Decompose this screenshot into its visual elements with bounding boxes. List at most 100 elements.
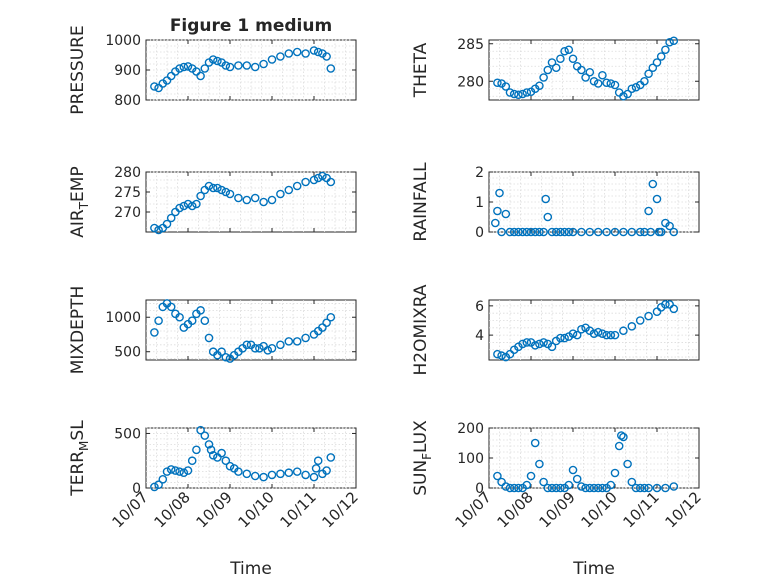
data-point [568, 465, 578, 475]
panel-air-temp: 270 275 280 AIRTEMP [68, 165, 357, 238]
y-tick-label: 275 [114, 185, 141, 201]
data-point [292, 47, 302, 57]
data-point [617, 431, 626, 440]
y-axis-label: MIXDEPTH [68, 286, 88, 375]
data-point [610, 330, 620, 340]
data-point [560, 46, 569, 56]
data-point [669, 227, 679, 237]
data-point [585, 483, 595, 493]
data-point [309, 472, 319, 482]
data-point [623, 89, 632, 99]
data-point [593, 79, 603, 88]
data-point [514, 483, 523, 493]
panel-theta: 280 285 THETA [411, 36, 700, 101]
y-tick-label: 500 [114, 345, 141, 361]
data-point [505, 483, 515, 493]
data-point [635, 316, 645, 325]
x-tick-label: 10/09 [536, 488, 579, 531]
data-point [669, 482, 679, 491]
data-point [551, 63, 561, 73]
data-point [539, 73, 548, 82]
data-point [564, 45, 574, 55]
data-point [204, 333, 214, 343]
data-point [495, 188, 504, 198]
data-point [627, 84, 637, 94]
data-point [192, 199, 201, 209]
data-point [490, 218, 500, 228]
data-point [187, 456, 197, 466]
data-point [313, 456, 323, 466]
data-point [175, 312, 184, 322]
data-point [284, 468, 294, 478]
data-point [497, 227, 506, 237]
data-point [322, 466, 331, 475]
data-point [196, 425, 205, 435]
y-tick-label: 900 [114, 63, 141, 79]
data-point [200, 431, 210, 440]
data-point [221, 61, 231, 70]
data-point [259, 472, 268, 482]
data-point [652, 194, 662, 204]
data-point [242, 340, 252, 350]
data-point [581, 483, 590, 493]
data-point [644, 483, 653, 493]
data-point [183, 199, 193, 209]
data-point [326, 177, 336, 187]
data-point [547, 483, 557, 493]
data-point [267, 470, 277, 480]
data-point [154, 225, 163, 235]
data-point [318, 171, 327, 181]
data-point [556, 227, 565, 237]
data-point [221, 456, 231, 466]
data-point [234, 61, 243, 70]
data-point [250, 62, 260, 72]
data-point [610, 80, 620, 90]
x-tick-label: 10/07 [109, 488, 152, 531]
y-tick-label: 1000 [105, 33, 141, 49]
data-point [204, 440, 214, 449]
data-point [598, 483, 607, 493]
data-point [564, 480, 574, 490]
data-point [644, 311, 653, 321]
data-point [526, 471, 536, 481]
data-point [276, 469, 285, 479]
data-point [589, 76, 599, 86]
data-point [301, 333, 310, 343]
data-point [171, 466, 180, 475]
data-point [522, 227, 532, 237]
data-point [602, 330, 611, 340]
data-point [497, 351, 506, 360]
data-point [577, 324, 586, 334]
data-point [669, 36, 679, 46]
data-point [547, 227, 557, 237]
data-point [539, 227, 548, 237]
data-point [602, 227, 611, 237]
data-point [326, 312, 336, 322]
data-point [292, 467, 302, 476]
data-point [606, 480, 616, 490]
data-point [259, 197, 268, 207]
data-point [242, 469, 252, 479]
data-point [541, 194, 551, 204]
y-axis-label: RAINFALL [411, 162, 431, 242]
data-point [661, 300, 670, 309]
data-point [551, 227, 561, 237]
data-point [556, 54, 565, 64]
data-point [292, 337, 302, 346]
data-point [501, 82, 511, 91]
data-point [518, 89, 527, 99]
data-point [665, 37, 674, 47]
x-tick-label: 10/08 [494, 488, 537, 531]
data-point [589, 329, 599, 338]
data-point [577, 482, 586, 491]
x-tick-label: 10/10 [235, 488, 278, 531]
data-point [535, 459, 544, 469]
y-tick-label: 6 [475, 299, 484, 315]
data-point [610, 468, 620, 478]
data-point [606, 79, 616, 88]
data-point [665, 221, 674, 231]
data-point [572, 330, 582, 340]
plot-area [145, 427, 357, 489]
data-point [154, 480, 163, 490]
x-axis-label-left: Time [229, 559, 272, 579]
